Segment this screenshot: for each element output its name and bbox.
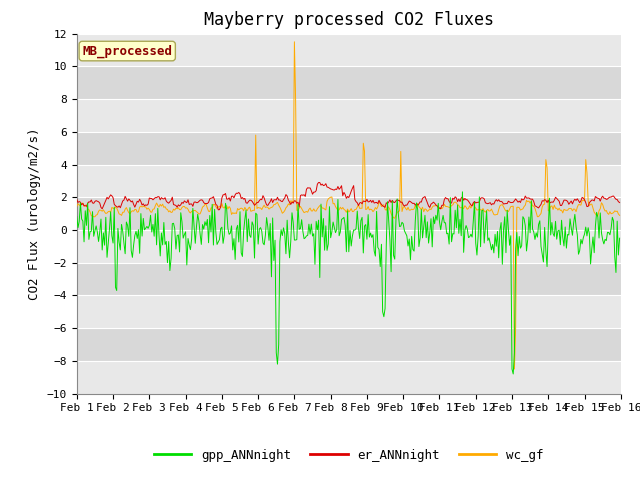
Bar: [77, 165, 621, 197]
Bar: [77, 295, 621, 328]
Legend: gpp_ANNnight, er_ANNnight, wc_gf: gpp_ANNnight, er_ANNnight, wc_gf: [149, 444, 548, 467]
Bar: [77, 197, 621, 230]
Bar: [77, 361, 621, 394]
Bar: [77, 328, 621, 361]
Y-axis label: CO2 Flux (urology/m2/s): CO2 Flux (urology/m2/s): [28, 127, 41, 300]
Bar: [77, 230, 621, 263]
Bar: [77, 132, 621, 165]
Bar: [77, 263, 621, 295]
Text: MB_processed: MB_processed: [82, 44, 172, 58]
Title: Mayberry processed CO2 Fluxes: Mayberry processed CO2 Fluxes: [204, 11, 494, 29]
Bar: [77, 66, 621, 99]
Bar: [77, 99, 621, 132]
Bar: [77, 34, 621, 66]
